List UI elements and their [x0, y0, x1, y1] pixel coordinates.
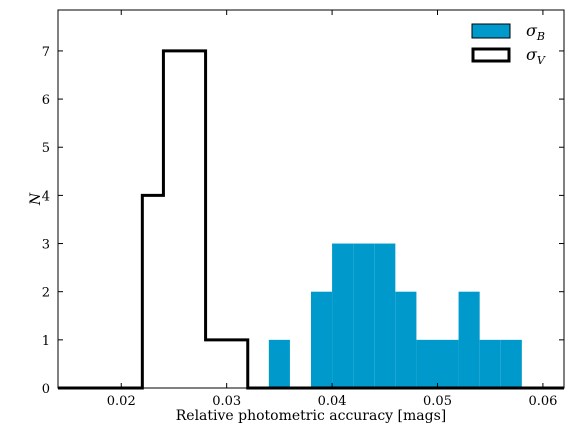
legend-label: σB [526, 21, 545, 43]
x-tick-label: 0.06 [528, 394, 557, 409]
histogram-bar [437, 339, 459, 388]
histogram-bar [268, 339, 290, 388]
histogram-bar [332, 243, 354, 388]
y-tick-label: 3 [42, 238, 50, 253]
legend-entry: σV [471, 45, 546, 67]
legend-label-main: σ [526, 45, 538, 64]
x-tick-label: 0.05 [423, 394, 452, 409]
y-tick-label: 0 [42, 382, 50, 397]
bars-layer [268, 243, 522, 388]
x-tick-label: 0.04 [318, 394, 347, 409]
y-tick-label: 1 [42, 334, 50, 349]
y-tick-label: 4 [42, 189, 50, 204]
legend-label-subscript: B [536, 30, 545, 43]
plot-frame [57, 9, 565, 389]
histogram-bar [500, 339, 522, 388]
ticks-layer: 0.02 0.03 0.04 0.05 0.06 0 1 2 3 4 5 6 7 [42, 10, 564, 409]
legend-swatch [471, 23, 511, 39]
histogram-bar [458, 291, 480, 388]
histogram-bar [311, 291, 333, 388]
y-tick-label: 6 [42, 93, 50, 108]
legend-swatch [471, 47, 511, 63]
histogram-bar [479, 339, 501, 388]
y-axis-label: N [28, 192, 44, 206]
y-tick-label: 7 [42, 45, 50, 60]
x-tick-label: 0.03 [212, 394, 241, 409]
y-tick-label: 5 [42, 141, 50, 156]
histogram-bar [353, 243, 375, 388]
legend-label-subscript: V [537, 54, 546, 67]
histogram-bar [416, 339, 438, 388]
histogram-bar [374, 243, 396, 388]
histogram-bar [395, 291, 417, 388]
x-axis-label: Relative photometric accuracy [mags] [176, 408, 446, 424]
x-tick-label: 0.02 [107, 394, 136, 409]
legend-label-main: σ [526, 21, 538, 40]
legend-label: σV [526, 45, 546, 67]
y-tick-label: 2 [42, 286, 50, 301]
legend-entry: σB [471, 21, 545, 43]
